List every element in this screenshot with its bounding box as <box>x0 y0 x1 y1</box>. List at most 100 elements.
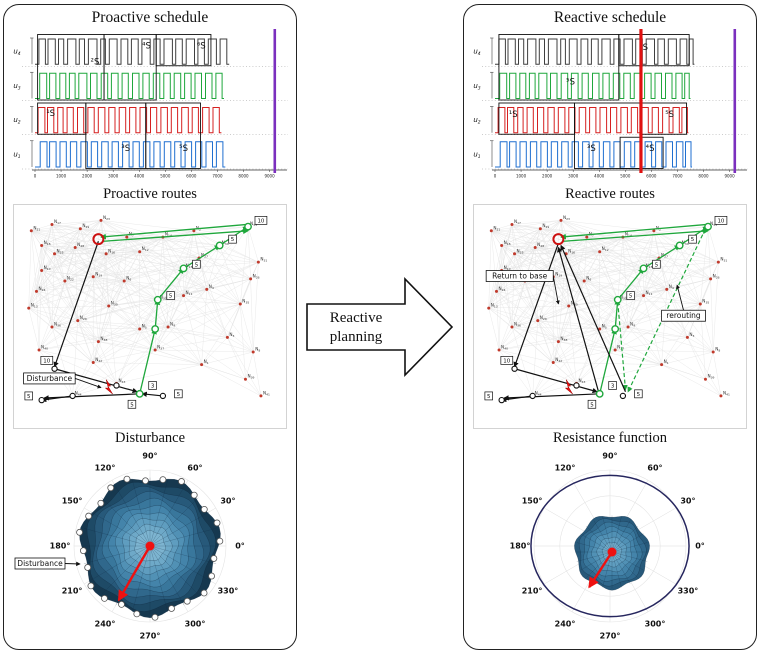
svg-text:9000: 9000 <box>264 174 275 179</box>
svg-text:N12: N12 <box>142 246 149 252</box>
disturbance-polar-title: Disturbance <box>114 430 186 446</box>
svg-text:N38: N38 <box>100 336 107 342</box>
svg-text:N39: N39 <box>707 374 714 380</box>
svg-text:N21: N21 <box>33 225 40 231</box>
svg-text:N35: N35 <box>242 298 249 304</box>
reactive-panel: Reactive schedule u4 u3 u2 u1 0 1000 2000 3000 4… <box>463 4 757 650</box>
svg-text:N36: N36 <box>54 321 61 327</box>
svg-text:240°: 240° <box>95 619 116 628</box>
svg-text:N25: N25 <box>57 248 64 254</box>
svg-text:N19: N19 <box>555 271 562 277</box>
svg-text:5: 5 <box>637 392 641 398</box>
svg-text:N42: N42 <box>95 357 102 363</box>
svg-text:270°: 270° <box>140 632 161 641</box>
svg-text:N1: N1 <box>664 359 669 365</box>
svg-text:N40: N40 <box>501 344 508 350</box>
proactive-panel: Proactive schedule u4 u3 u2 u1 0 1000 2000 3000… <box>3 4 297 650</box>
svg-text:N26: N26 <box>253 273 260 279</box>
svg-text:N5: N5 <box>142 324 147 330</box>
svg-text:N26: N26 <box>713 273 720 279</box>
svg-text:N43: N43 <box>578 378 585 384</box>
svg-text:5: 5 <box>487 394 491 400</box>
svg-text:5: 5 <box>177 392 181 398</box>
svg-text:N16: N16 <box>568 248 575 254</box>
svg-text:120°: 120° <box>95 464 116 473</box>
svg-text:N14: N14 <box>625 232 632 238</box>
svg-text:30°: 30° <box>680 497 695 506</box>
svg-text:¹S: ¹S <box>509 110 518 120</box>
svg-text:N42: N42 <box>555 357 562 363</box>
svg-text:5: 5 <box>130 402 134 408</box>
svg-text:N13: N13 <box>491 303 498 309</box>
svg-text:180°: 180° <box>50 542 71 551</box>
svg-text:rerouting: rerouting <box>666 311 701 320</box>
svg-text:5: 5 <box>691 237 695 243</box>
svg-text:0: 0 <box>494 174 497 179</box>
resistance-function-title: Resistance function <box>553 430 667 446</box>
svg-text:⁴S: ⁴S <box>142 41 151 51</box>
svg-text:Disturbance: Disturbance <box>17 559 63 568</box>
svg-text:N12: N12 <box>602 246 609 252</box>
svg-text:N33: N33 <box>710 221 717 227</box>
svg-text:5: 5 <box>169 294 173 300</box>
svg-text:u3: u3 <box>13 82 20 92</box>
svg-text:N10: N10 <box>504 265 511 271</box>
svg-text:2000: 2000 <box>82 174 93 179</box>
svg-text:N20: N20 <box>80 315 87 321</box>
svg-text:N38: N38 <box>560 336 567 342</box>
proactive-schedule-title: Proactive schedule <box>91 9 209 26</box>
svg-text:0°: 0° <box>695 542 705 551</box>
svg-text:N16: N16 <box>108 248 115 254</box>
svg-text:150°: 150° <box>62 497 83 506</box>
svg-text:N8: N8 <box>715 347 720 353</box>
svg-text:N24: N24 <box>498 286 505 292</box>
svg-text:210°: 210° <box>522 587 543 596</box>
svg-text:5000: 5000 <box>620 174 631 179</box>
svg-text:N8: N8 <box>255 347 260 353</box>
svg-text:120°: 120° <box>555 464 576 473</box>
reactive-schedule-title: Reactive schedule <box>553 9 667 26</box>
svg-text:N15: N15 <box>186 263 193 269</box>
svg-text:N18: N18 <box>44 240 51 246</box>
svg-text:N11: N11 <box>646 290 653 296</box>
svg-text:5000: 5000 <box>160 174 171 179</box>
svg-text:N33: N33 <box>250 221 257 227</box>
svg-text:Disturbance: Disturbance <box>27 374 73 383</box>
svg-text:10: 10 <box>717 218 724 224</box>
svg-text:N44: N44 <box>75 390 82 396</box>
svg-text:N5: N5 <box>602 324 607 330</box>
svg-text:N29: N29 <box>542 223 549 229</box>
svg-text:0°: 0° <box>235 542 245 551</box>
svg-text:9000: 9000 <box>724 174 735 179</box>
svg-text:N4: N4 <box>669 284 674 290</box>
svg-text:N1: N1 <box>204 359 209 365</box>
svg-text:N6: N6 <box>586 275 591 281</box>
svg-text:u4: u4 <box>13 48 20 58</box>
svg-text:240°: 240° <box>555 619 576 628</box>
svg-text:90°: 90° <box>602 452 617 461</box>
resistance-function-polar-plot: 0° 30° 60° 90° 120° 150° 180° 210° 240° 270° 300° 3… <box>510 452 705 641</box>
svg-text:N32: N32 <box>160 294 167 300</box>
svg-text:N17: N17 <box>514 219 521 225</box>
svg-text:N23: N23 <box>103 215 110 221</box>
svg-text:7000: 7000 <box>212 174 223 179</box>
svg-text:N43: N43 <box>118 378 125 384</box>
svg-text:N11: N11 <box>186 290 193 296</box>
svg-text:N44: N44 <box>535 390 542 396</box>
svg-text:N41: N41 <box>263 390 270 396</box>
svg-text:5: 5 <box>629 294 633 300</box>
svg-text:150°: 150° <box>522 497 543 506</box>
svg-text:N28: N28 <box>77 242 84 248</box>
svg-text:N20: N20 <box>540 315 547 321</box>
disturbance-polar-plot: 0° 30° 60° 90° 120° 150° 180° 210° 240° 270° 300° 3… <box>14 452 245 641</box>
svg-text:N32: N32 <box>620 294 627 300</box>
svg-text:N21: N21 <box>493 225 500 231</box>
svg-text:³S: ³S <box>587 144 596 154</box>
svg-text:N23: N23 <box>563 215 570 221</box>
svg-text:N17: N17 <box>54 219 61 225</box>
svg-text:1000: 1000 <box>516 174 527 179</box>
svg-text:N37: N37 <box>157 344 164 350</box>
svg-text:30°: 30° <box>220 497 235 506</box>
svg-text:N14: N14 <box>165 232 172 238</box>
reactive-planning-arrow: Reactive planning <box>306 277 454 377</box>
